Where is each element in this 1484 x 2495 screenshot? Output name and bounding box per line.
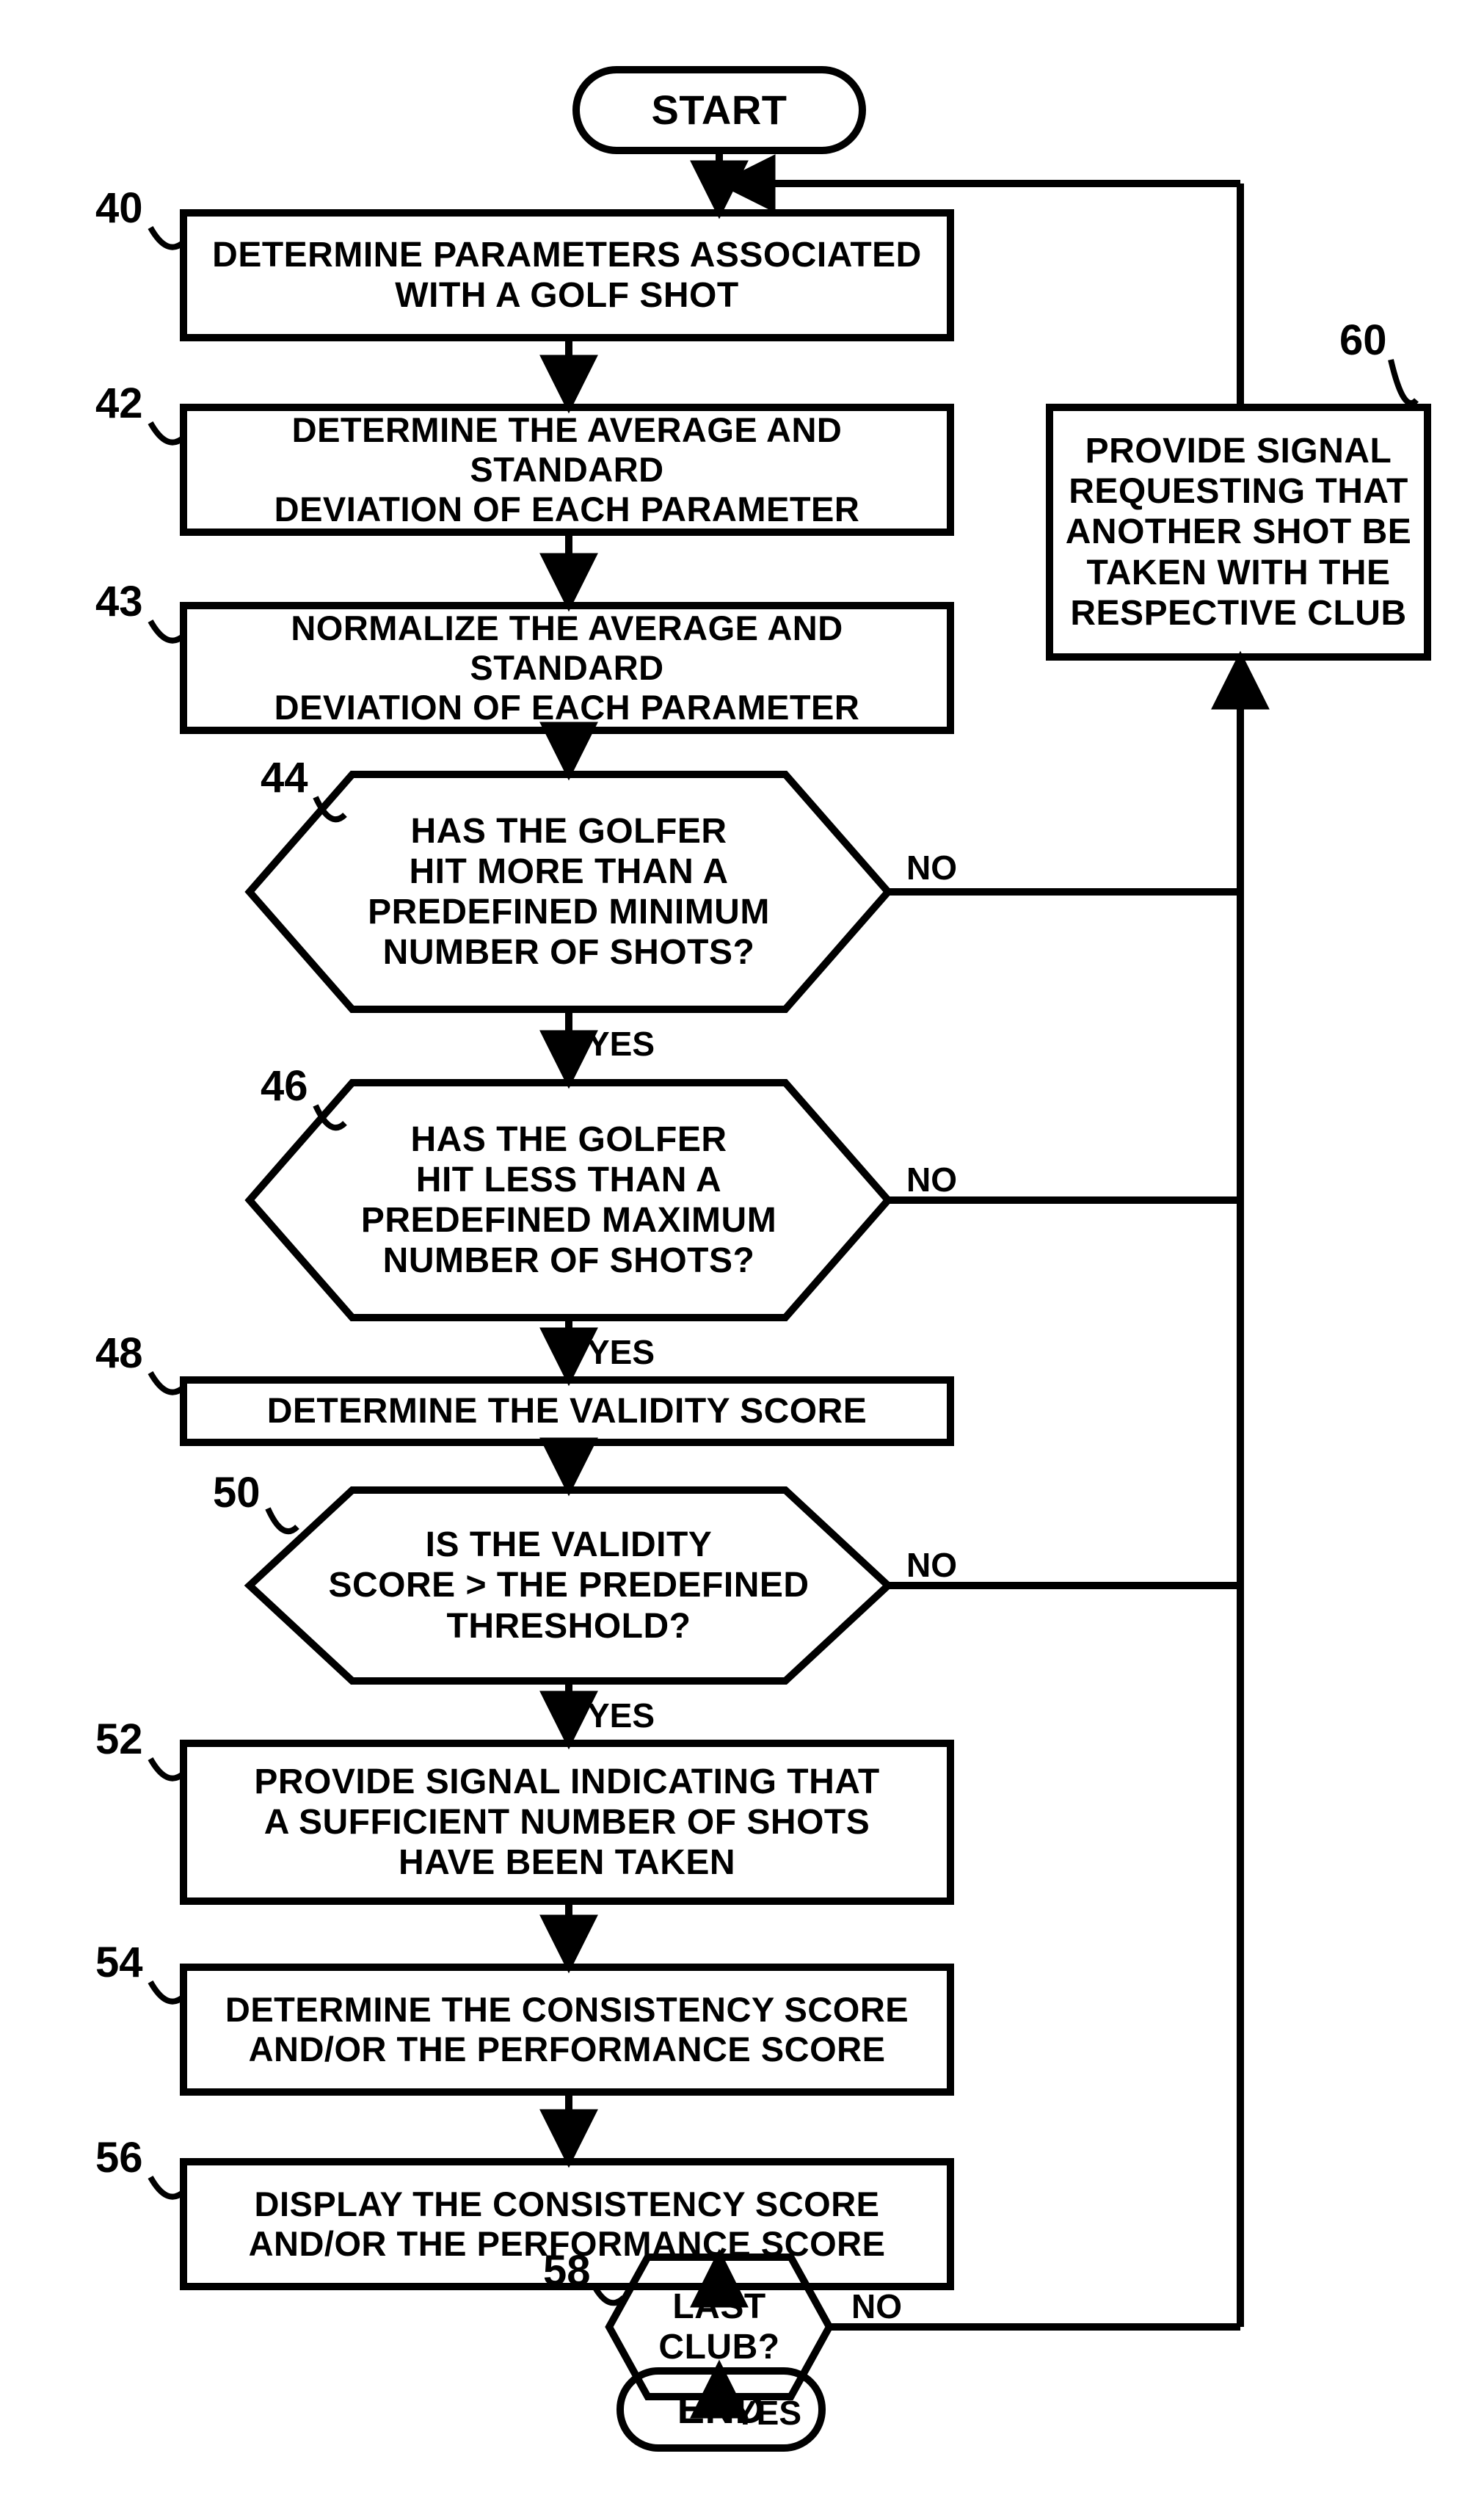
callout-44: 44 <box>261 753 308 802</box>
callout-52: 52 <box>95 1715 143 1764</box>
decision-d44: HAS THE GOLFERHIT MORE THAN APREDEFINED … <box>272 774 866 1009</box>
edge-label-yes: YES <box>587 1024 655 1064</box>
callout-48: 48 <box>95 1329 143 1378</box>
edge-label-yes: YES <box>587 1696 655 1735</box>
process-p40: DETERMINE PARAMETERS ASSOCIATEDWITH A GO… <box>191 213 943 338</box>
start-terminator: START <box>576 70 862 150</box>
callout-58: 58 <box>543 2246 591 2295</box>
decision-d50: IS THE VALIDITYSCORE > THE PREDEFINEDTHR… <box>272 1490 866 1681</box>
edge-label-yes: YES <box>734 2393 801 2433</box>
callout-54: 54 <box>95 1938 143 1987</box>
decision-d58: LASTCLUB? <box>631 2257 807 2397</box>
edge-label-no: NO <box>906 848 957 887</box>
edge-label-no: NO <box>906 1545 957 1585</box>
edge-label-no: NO <box>851 2287 902 2326</box>
process-p54: DETERMINE THE CONSISTENCY SCOREAND/OR TH… <box>191 1967 943 2092</box>
process-p52: PROVIDE SIGNAL INDICATING THATA SUFFICIE… <box>191 1743 943 1901</box>
edge-label-no: NO <box>906 1160 957 1199</box>
callout-40: 40 <box>95 184 143 233</box>
callout-50: 50 <box>213 1468 261 1517</box>
process-p48: DETERMINE THE VALIDITY SCORE <box>191 1380 943 1442</box>
process-p43: NORMALIZE THE AVERAGE AND STANDARDDEVIAT… <box>191 606 943 730</box>
decision-d46: HAS THE GOLFERHIT LESS THAN APREDEFINED … <box>272 1083 866 1318</box>
callout-46: 46 <box>261 1061 308 1111</box>
callout-42: 42 <box>95 379 143 428</box>
callout-43: 43 <box>95 577 143 626</box>
edge-label-yes: YES <box>587 1332 655 1372</box>
callout-56: 56 <box>95 2133 143 2182</box>
process-p60: PROVIDE SIGNALREQUESTING THATANOTHER SHO… <box>1057 407 1420 657</box>
process-p42: DETERMINE THE AVERAGE AND STANDARDDEVIAT… <box>191 407 943 532</box>
callout-60: 60 <box>1339 316 1387 365</box>
